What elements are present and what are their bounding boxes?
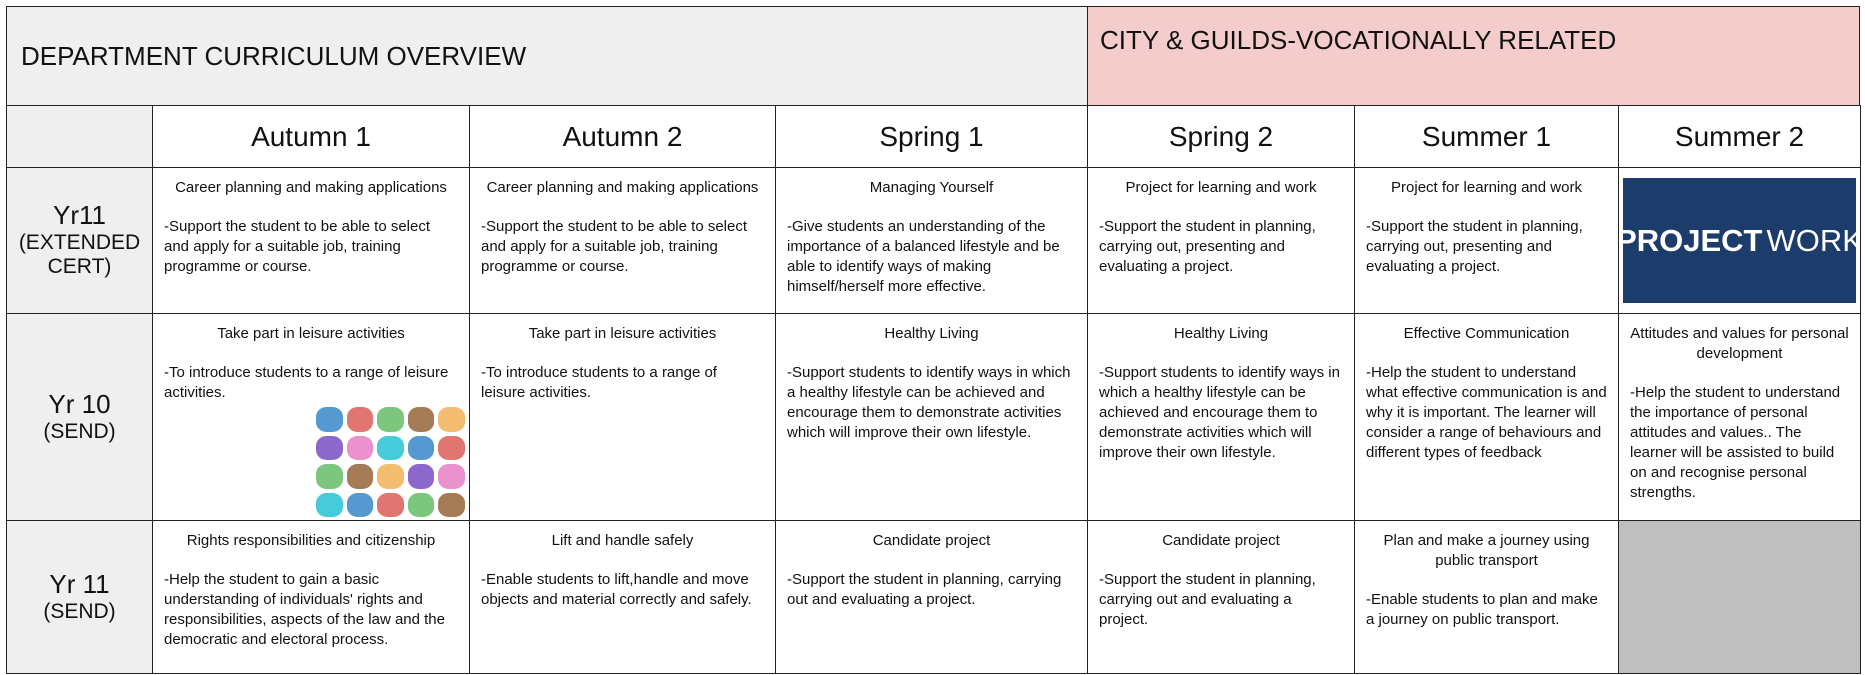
cell-title: Project for learning and work <box>1391 179 1582 196</box>
row-label: Yr11 <box>53 200 106 231</box>
cell-text: -Enable students to plan and make a jour… <box>1366 590 1598 628</box>
lesson-cell: Healthy Living -Support students to ident… <box>775 313 1088 521</box>
clip-art-icon <box>438 435 465 460</box>
cell-title: Healthy Living <box>1173 325 1269 342</box>
cell-text: -Give students an understanding of the i… <box>787 217 1060 295</box>
clip-art-icon <box>346 435 374 460</box>
column-header: Autumn 1 <box>152 105 470 168</box>
clip-art <box>313 404 468 520</box>
cell-text: -Support the student in planning, carryi… <box>787 570 1062 608</box>
row-sublabel: (EXTENDED CERT) <box>18 231 141 279</box>
cell-title: Take part in leisure activities <box>217 325 405 342</box>
lesson-cell: Plan and make a journey using public tra… <box>1354 520 1619 674</box>
cell-text: -Support the student in planning, carryi… <box>1099 217 1316 275</box>
column-header: Spring 1 <box>775 105 1088 168</box>
project-work-image: PROJECT WORK <box>1619 178 1860 303</box>
cell-text: -To introduce students to a range of lei… <box>481 363 717 401</box>
clip-art-icon <box>316 435 343 460</box>
cell-title: Healthy Living <box>884 325 979 342</box>
cell-text: -Support the student in planning, carryi… <box>1366 217 1583 275</box>
clip-art-icon <box>346 407 374 432</box>
cell-title: Career planning and making applications <box>486 179 759 196</box>
cell-title: Project for learning and work <box>1125 179 1317 196</box>
lesson-cell: Project for learning and work -Support th… <box>1354 167 1619 314</box>
clip-art-icon <box>316 464 343 489</box>
lesson-cell: Take part in leisure activities -To intro… <box>469 313 776 521</box>
column-header: Autumn 2 <box>469 105 776 168</box>
image-text: WORK <box>1766 222 1861 258</box>
cell-text: -Help the student to gain a basic unders… <box>164 570 445 648</box>
cell-text: -Support the student in planning, carryi… <box>1099 570 1316 628</box>
lesson-cell: Attitudes and values for personal develo… <box>1618 313 1861 521</box>
row-label: Yr 10 <box>48 388 111 419</box>
lesson-cell: Rights responsibilities and citizenship -… <box>152 520 470 674</box>
lesson-cell: Candidate project -Support the student in… <box>775 520 1088 674</box>
lesson-cell: Effective Communication -Help the student… <box>1354 313 1619 521</box>
page-subtitle: CITY & GUILDS-VOCATIONALLY RELATED <box>1087 6 1860 106</box>
clip-art-icon <box>407 435 435 460</box>
row-sublabel: (SEND) <box>43 599 116 623</box>
clip-art-icon <box>438 464 465 489</box>
row-label: Yr 11 <box>49 568 110 599</box>
clip-art-icon <box>407 492 435 517</box>
lesson-cell: Healthy Living -Support students to ident… <box>1087 313 1355 521</box>
cell-title: Plan and make a journey using public tra… <box>1383 532 1590 569</box>
empty-cell <box>1618 520 1861 674</box>
lesson-cell: Career planning and making applications -… <box>469 167 776 314</box>
cell-text: -Support students to identify ways in wh… <box>787 363 1071 441</box>
cell-title: Attitudes and values for personal develo… <box>1630 325 1849 362</box>
clip-art-icon <box>377 407 404 432</box>
cell-title: Take part in leisure activities <box>528 325 717 342</box>
clip-art-icon <box>377 435 404 460</box>
image-cell: PROJECT WORK <box>1618 167 1861 314</box>
clip-art-icon <box>438 407 465 432</box>
cell-title: Candidate project <box>1162 532 1280 549</box>
cell-text: -Enable students to lift,handle and move… <box>481 570 752 608</box>
clip-art-icon <box>438 492 465 517</box>
cell-text: -Help the student to understand the impo… <box>1630 383 1841 501</box>
lesson-cell: Take part in leisure activities -To intro… <box>152 313 470 521</box>
lesson-cell: Career planning and making applications -… <box>152 167 470 314</box>
cell-title: Effective Communication <box>1403 325 1570 342</box>
page-title: DEPARTMENT CURRICULUM OVERVIEW <box>6 6 1088 106</box>
row-header: Yr 10 (SEND) <box>6 313 153 521</box>
cell-title: Career planning and making applications <box>175 179 447 196</box>
column-header: Summer 2 <box>1618 105 1861 168</box>
clip-art-icon <box>346 492 374 517</box>
column-header: Summer 1 <box>1354 105 1619 168</box>
row-sublabel: (SEND) <box>43 419 116 443</box>
column-header: Spring 2 <box>1087 105 1355 168</box>
lesson-cell: Project for learning and work -Support th… <box>1087 167 1355 314</box>
image-text: PROJECT <box>1618 222 1763 258</box>
clip-art-icon <box>346 464 374 489</box>
lesson-cell: Candidate project -Support the student in… <box>1087 520 1355 674</box>
cell-text: -Support students to identify ways in wh… <box>1099 363 1340 461</box>
row-header: Yr11 (EXTENDED CERT) <box>6 167 153 314</box>
lesson-cell: Lift and handle safely -Enable students t… <box>469 520 776 674</box>
clip-art-icon <box>377 464 404 489</box>
clip-art-icon <box>407 464 435 489</box>
clip-art-icon <box>407 407 435 432</box>
row-header: Yr 11 (SEND) <box>6 520 153 674</box>
cell-text: -Support the student to be able to selec… <box>164 217 431 275</box>
cell-title: Rights responsibilities and citizenship <box>186 532 436 549</box>
cell-text: -Support the student to be able to selec… <box>481 217 748 275</box>
clip-art-icon <box>316 407 343 432</box>
cell-title: Managing Yourself <box>869 179 994 196</box>
cell-text: -To introduce students to a range of lei… <box>164 363 449 401</box>
cell-title: Lift and handle safely <box>551 532 694 549</box>
cell-text: -Help the student to understand what eff… <box>1366 363 1607 461</box>
lesson-cell: Managing Yourself -Give students an under… <box>775 167 1088 314</box>
clip-art-icon <box>377 492 404 517</box>
cell-title: Candidate project <box>872 532 991 549</box>
clip-art-icon <box>316 492 343 517</box>
corner-cell <box>6 105 153 168</box>
